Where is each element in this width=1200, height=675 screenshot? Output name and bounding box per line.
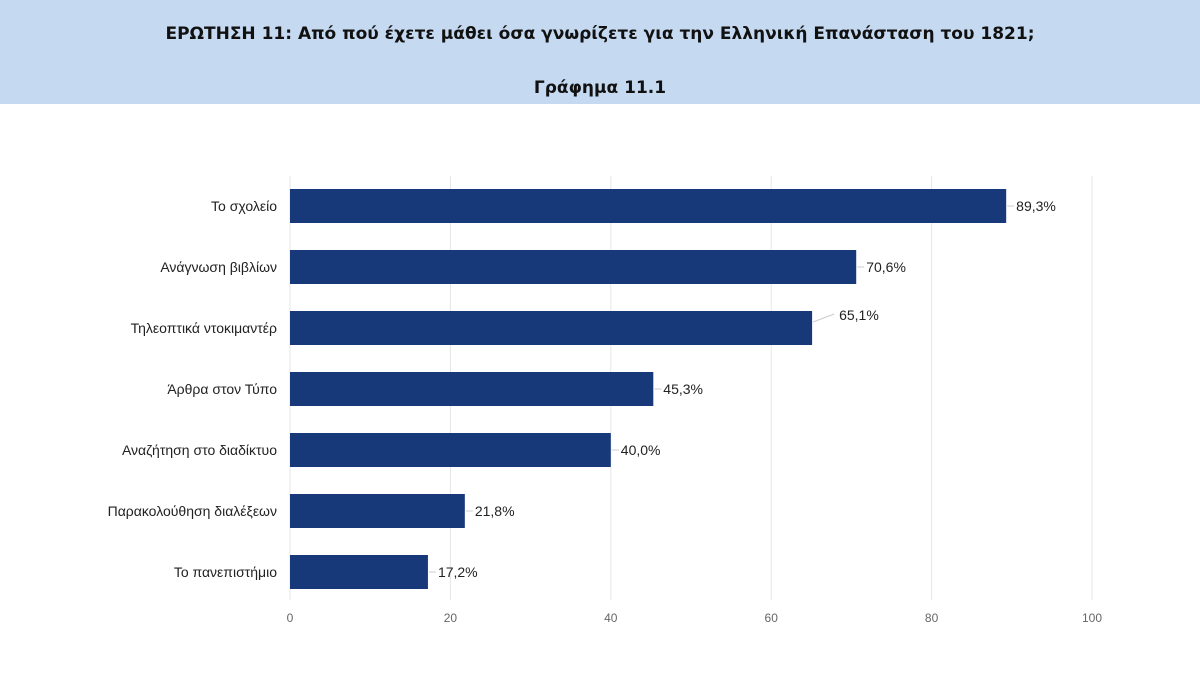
- x-tick-label: 80: [925, 611, 939, 625]
- leader-lines: [428, 205, 1015, 573]
- x-tick-label: 40: [604, 611, 618, 625]
- x-axis-tick-labels: 0 20 40 60 80 100: [287, 611, 1103, 625]
- category-label: Το σχολείο: [211, 198, 277, 214]
- bar: [290, 555, 428, 589]
- x-tick-label: 20: [444, 611, 458, 625]
- x-tick-label: 60: [765, 611, 779, 625]
- bar: [290, 311, 813, 345]
- value-label: 17,2%: [438, 564, 478, 580]
- value-label: 65,1%: [839, 307, 879, 323]
- category-label: Ανάγνωση βιβλίων: [160, 259, 277, 275]
- bar: [290, 250, 857, 284]
- x-tick-label: 100: [1082, 611, 1102, 625]
- category-label: Παρακολούθηση διαλέξεων: [108, 503, 277, 519]
- leader-line: [812, 313, 835, 323]
- x-tick-label: 0: [287, 611, 294, 625]
- category-labels: Το σχολείο Ανάγνωση βιβλίων Τηλεοπτικά ντο…: [108, 198, 278, 580]
- bar: [290, 494, 465, 528]
- category-label: Το πανεπιστήμιο: [174, 564, 277, 580]
- category-label: Τηλεοπτικά ντοκιμαντέρ: [131, 320, 277, 336]
- value-label: 70,6%: [866, 259, 906, 275]
- value-label: 40,0%: [621, 442, 661, 458]
- value-label: 21,8%: [475, 503, 515, 519]
- header-band: [0, 0, 1200, 104]
- bars: [290, 189, 1007, 589]
- category-label: Αναζήτηση στο διαδίκτυο: [122, 442, 277, 458]
- chart-question-title: ΕΡΩΤΗΣΗ 11: Από πού έχετε μάθει όσα γνωρ…: [165, 24, 1035, 44]
- bar: [290, 189, 1007, 223]
- value-labels: 89,3% 70,6% 65,1% 45,3% 40,0% 21,8% 17,2%: [438, 198, 1056, 580]
- chart-subtitle: Γράφημα 11.1: [533, 78, 667, 98]
- bar: [290, 372, 654, 406]
- category-label: Άρθρα στον Τύπο: [167, 381, 277, 397]
- value-label: 89,3%: [1016, 198, 1056, 214]
- value-label: 45,3%: [663, 381, 703, 397]
- bar: [290, 433, 611, 467]
